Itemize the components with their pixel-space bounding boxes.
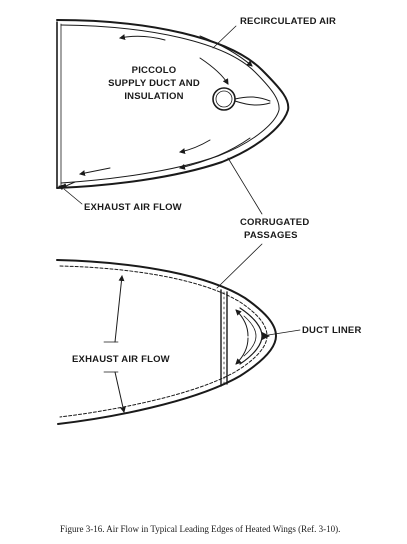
label-exhaust-air-flow-top: EXHAUST AIR FLOW — [84, 202, 182, 213]
label-recirculated-air: RECIRCULATED AIR — [240, 16, 336, 27]
bottom-outer-skin — [56, 259, 277, 425]
recirculation-arrow-3 — [179, 139, 211, 154]
label-piccolo-line3: INSULATION — [124, 91, 183, 102]
label-duct-liner: DUCT LINER — [302, 325, 362, 336]
figure-caption: Figure 3-16. Air Flow in Typical Leading… — [60, 524, 340, 534]
exhaust-top-leader — [63, 188, 83, 205]
duct-liner-leader — [261, 329, 301, 337]
top-leading-edge — [56, 19, 290, 215]
exhaust-arrow-bottom-down — [114, 371, 126, 413]
bottom-leading-edge — [56, 243, 301, 425]
skin-flow-arrow-1 — [199, 35, 253, 67]
recirculated-air-leader — [212, 25, 237, 49]
skin-flow-arrow-2 — [179, 137, 251, 170]
top-inner-liner — [60, 24, 280, 184]
label-piccolo-line2: SUPPLY DUCT AND — [108, 78, 200, 89]
label-corrugated: CORRUGATED — [240, 217, 309, 228]
duct-liner-inner — [243, 315, 257, 357]
piccolo-insulation-icon — [215, 90, 233, 108]
exhaust-outlet-icon — [58, 184, 66, 190]
exhaust-arrow-bottom-up — [114, 275, 125, 343]
nose-flow-arrow-upper — [235, 309, 249, 337]
recirculation-arrow-2 — [199, 57, 229, 85]
nose-flow-arrow-lower — [235, 337, 249, 365]
piccolo-jet-upper — [234, 96, 271, 102]
corrugated-leader-bottom — [216, 243, 263, 289]
label-passages: PASSAGES — [244, 230, 298, 241]
piccolo-jet-lower — [234, 100, 271, 106]
recirculation-arrow-4 — [79, 167, 111, 176]
recirculation-arrow-1 — [119, 34, 166, 41]
label-exhaust-air-flow-bottom: EXHAUST AIR FLOW — [72, 354, 170, 365]
corrugated-leader-top — [227, 157, 263, 215]
duct-liner-nose-icon — [262, 332, 270, 340]
top-outer-skin — [56, 19, 290, 189]
bottom-corrugated-liner — [59, 265, 268, 418]
label-piccolo-line1: PICCOLO — [132, 65, 177, 76]
exhaust-bracket — [103, 341, 119, 373]
